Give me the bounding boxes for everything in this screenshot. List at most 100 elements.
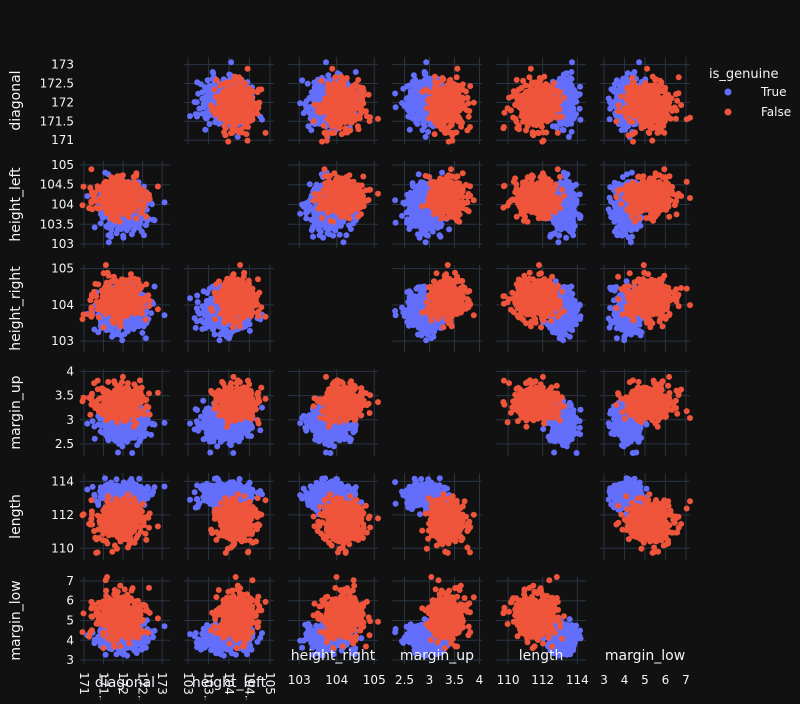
data-point bbox=[407, 207, 413, 213]
data-point bbox=[194, 99, 200, 105]
data-point bbox=[393, 220, 399, 226]
data-point bbox=[567, 189, 573, 195]
data-point bbox=[572, 93, 578, 99]
data-point bbox=[578, 213, 584, 219]
data-point bbox=[568, 69, 574, 75]
data-point bbox=[409, 99, 415, 105]
data-point bbox=[423, 134, 429, 140]
data-point bbox=[108, 234, 114, 240]
data-point bbox=[204, 93, 210, 99]
data-point bbox=[620, 174, 626, 180]
data-point bbox=[422, 123, 428, 129]
data-point bbox=[419, 110, 425, 116]
series-true bbox=[84, 59, 649, 658]
data-point bbox=[621, 125, 627, 131]
data-point bbox=[570, 232, 576, 238]
data-point bbox=[407, 127, 413, 133]
data-point bbox=[152, 284, 158, 290]
data-point bbox=[118, 332, 124, 338]
data-point bbox=[619, 223, 625, 229]
data-point bbox=[133, 319, 139, 325]
data-point bbox=[578, 117, 584, 123]
points-layer bbox=[80, 59, 694, 658]
data-point bbox=[193, 111, 199, 117]
data-point bbox=[438, 234, 444, 240]
data-point bbox=[569, 83, 575, 89]
data-point bbox=[608, 199, 614, 205]
data-point bbox=[297, 100, 303, 106]
data-point bbox=[139, 330, 145, 336]
data-point bbox=[199, 89, 205, 95]
data-point bbox=[563, 235, 569, 241]
data-point bbox=[323, 59, 329, 65]
cells-layer bbox=[80, 57, 690, 664]
data-point bbox=[392, 197, 398, 203]
data-point bbox=[106, 239, 112, 245]
data-point bbox=[343, 232, 349, 238]
data-point bbox=[577, 84, 583, 90]
data-point bbox=[636, 59, 642, 65]
data-point bbox=[569, 76, 575, 82]
data-point bbox=[120, 233, 126, 239]
data-point bbox=[629, 170, 635, 176]
data-point bbox=[629, 234, 635, 240]
data-point bbox=[317, 232, 323, 238]
data-point bbox=[210, 69, 216, 75]
data-point bbox=[606, 96, 612, 102]
data-point bbox=[406, 195, 412, 201]
data-point bbox=[623, 214, 629, 220]
data-point bbox=[416, 171, 422, 177]
data-point bbox=[408, 108, 414, 114]
data-point bbox=[414, 121, 420, 127]
data-point bbox=[565, 211, 571, 217]
data-point bbox=[555, 239, 561, 245]
data-point bbox=[446, 226, 452, 232]
data-point bbox=[126, 223, 132, 229]
data-point bbox=[567, 89, 573, 95]
data-point bbox=[109, 326, 115, 332]
data-point bbox=[569, 59, 575, 65]
data-point bbox=[102, 170, 108, 176]
data-point bbox=[325, 227, 331, 233]
data-point bbox=[309, 89, 315, 95]
data-point bbox=[299, 202, 305, 208]
data-point bbox=[409, 201, 415, 207]
data-point bbox=[407, 83, 413, 89]
data-point bbox=[353, 69, 359, 75]
data-point bbox=[325, 72, 331, 78]
data-point bbox=[348, 226, 354, 232]
data-point bbox=[611, 87, 617, 93]
data-point bbox=[305, 81, 311, 87]
data-point bbox=[557, 77, 563, 83]
data-point bbox=[207, 121, 213, 127]
data-point bbox=[554, 125, 560, 131]
data-point bbox=[143, 335, 149, 341]
data-point bbox=[416, 187, 422, 193]
data-point bbox=[420, 180, 426, 186]
data-point bbox=[425, 233, 431, 239]
data-point bbox=[91, 327, 97, 333]
data-point bbox=[406, 226, 412, 232]
data-point bbox=[202, 127, 208, 133]
data-point bbox=[628, 227, 634, 233]
data-point bbox=[316, 87, 322, 93]
data-point bbox=[341, 239, 347, 245]
data-point bbox=[194, 79, 200, 85]
data-point bbox=[577, 191, 583, 197]
data-point bbox=[308, 127, 314, 133]
data-point bbox=[297, 211, 303, 217]
data-point bbox=[309, 207, 315, 213]
data-point bbox=[569, 199, 575, 205]
data-point bbox=[408, 88, 414, 94]
data-point bbox=[259, 117, 265, 123]
data-point bbox=[400, 86, 406, 92]
data-point bbox=[228, 59, 234, 65]
data-point bbox=[92, 224, 98, 230]
data-point bbox=[423, 59, 429, 65]
data-point bbox=[417, 79, 423, 85]
data-point bbox=[606, 206, 612, 212]
data-point bbox=[309, 227, 315, 233]
data-point bbox=[310, 234, 316, 240]
data-point bbox=[123, 324, 129, 330]
